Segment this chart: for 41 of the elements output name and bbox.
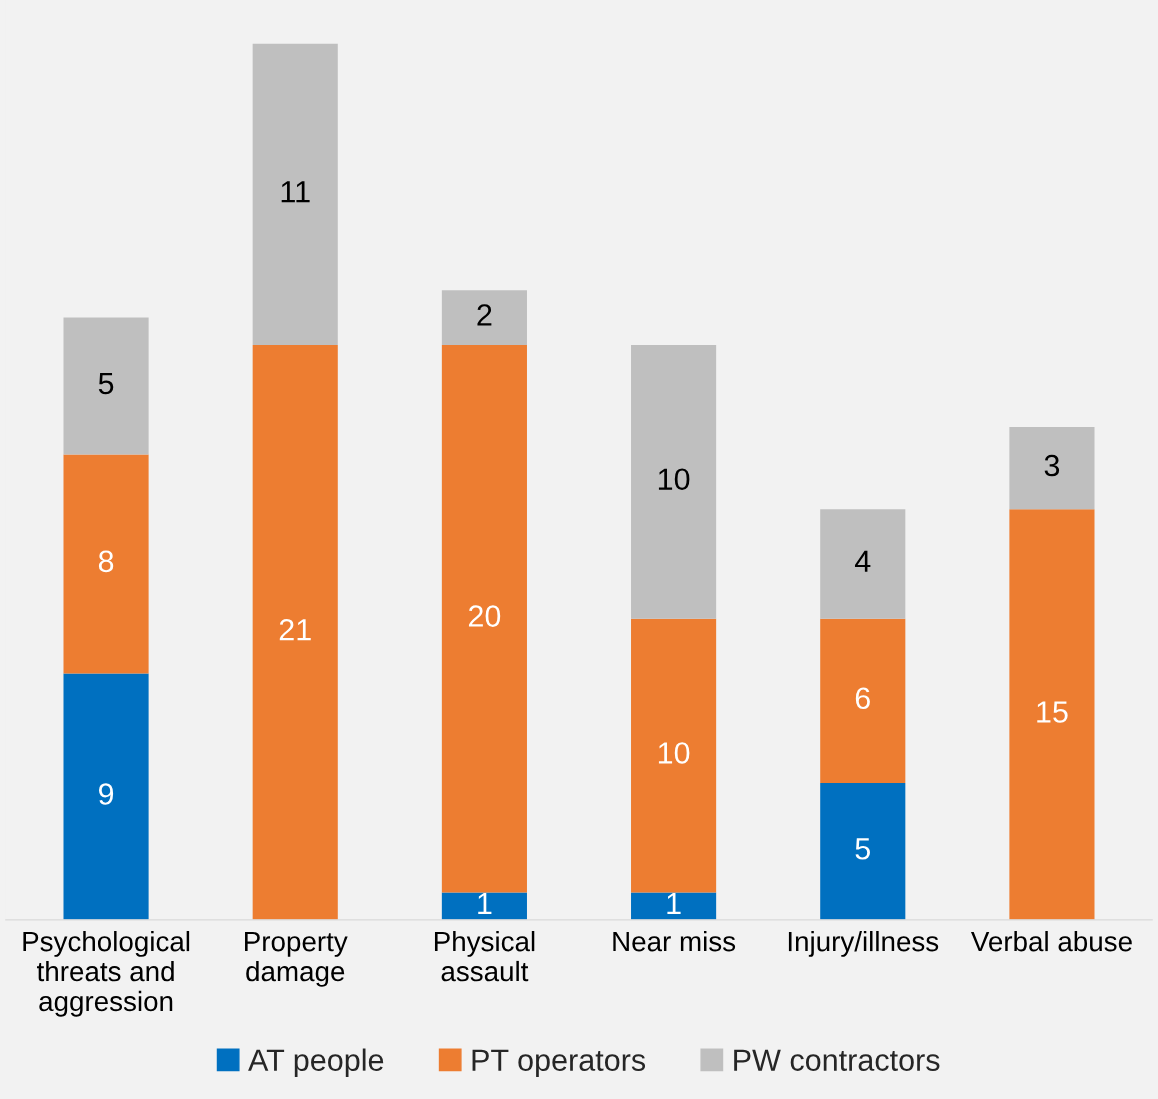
data-label: 8 [98, 550, 114, 573]
data-label: 1 [478, 893, 492, 915]
data-label: 20 [468, 605, 501, 627]
legend-label: PT operators [472, 1049, 646, 1077]
data-label: 4 [854, 550, 871, 572]
data-label: 6 [855, 687, 870, 710]
bar [1009, 509, 1095, 920]
bar [63, 673, 149, 920]
data-label: 11 [281, 181, 310, 203]
x-tick-label: Injury/illness [788, 930, 939, 957]
bar [820, 782, 906, 920]
bar [631, 344, 717, 619]
data-label: 21 [279, 618, 311, 641]
bar [63, 317, 149, 455]
x-tick-label: Verbal abuse [970, 930, 1132, 952]
data-label: 10 [658, 468, 690, 491]
data-label: 3 [1044, 454, 1060, 477]
bar [441, 290, 527, 345]
x-tick-label: Physical assault [434, 930, 535, 982]
bar [441, 892, 527, 920]
data-label: 5 [98, 372, 114, 395]
bar [63, 454, 149, 674]
data-label: 10 [658, 742, 690, 764]
bar [820, 618, 906, 783]
data-label: 15 [1037, 701, 1068, 723]
x-tick-label: Psychological threats and aggression [23, 930, 190, 1017]
data-label: 2 [477, 304, 492, 326]
x-tick-label: Near miss [613, 930, 736, 952]
legend-label: PW contractors [734, 1049, 940, 1071]
data-label: 5 [855, 838, 870, 860]
data-label: 1 [667, 893, 681, 915]
bar [252, 43, 338, 345]
bar [441, 344, 527, 893]
data-label: 9 [98, 783, 114, 805]
bar [631, 618, 717, 893]
x-tick-label: Property damage [245, 931, 348, 987]
bar [631, 892, 717, 920]
legend-label: AT people [248, 1048, 384, 1077]
bar [252, 344, 338, 920]
bar [1009, 427, 1095, 510]
bar [820, 509, 906, 619]
